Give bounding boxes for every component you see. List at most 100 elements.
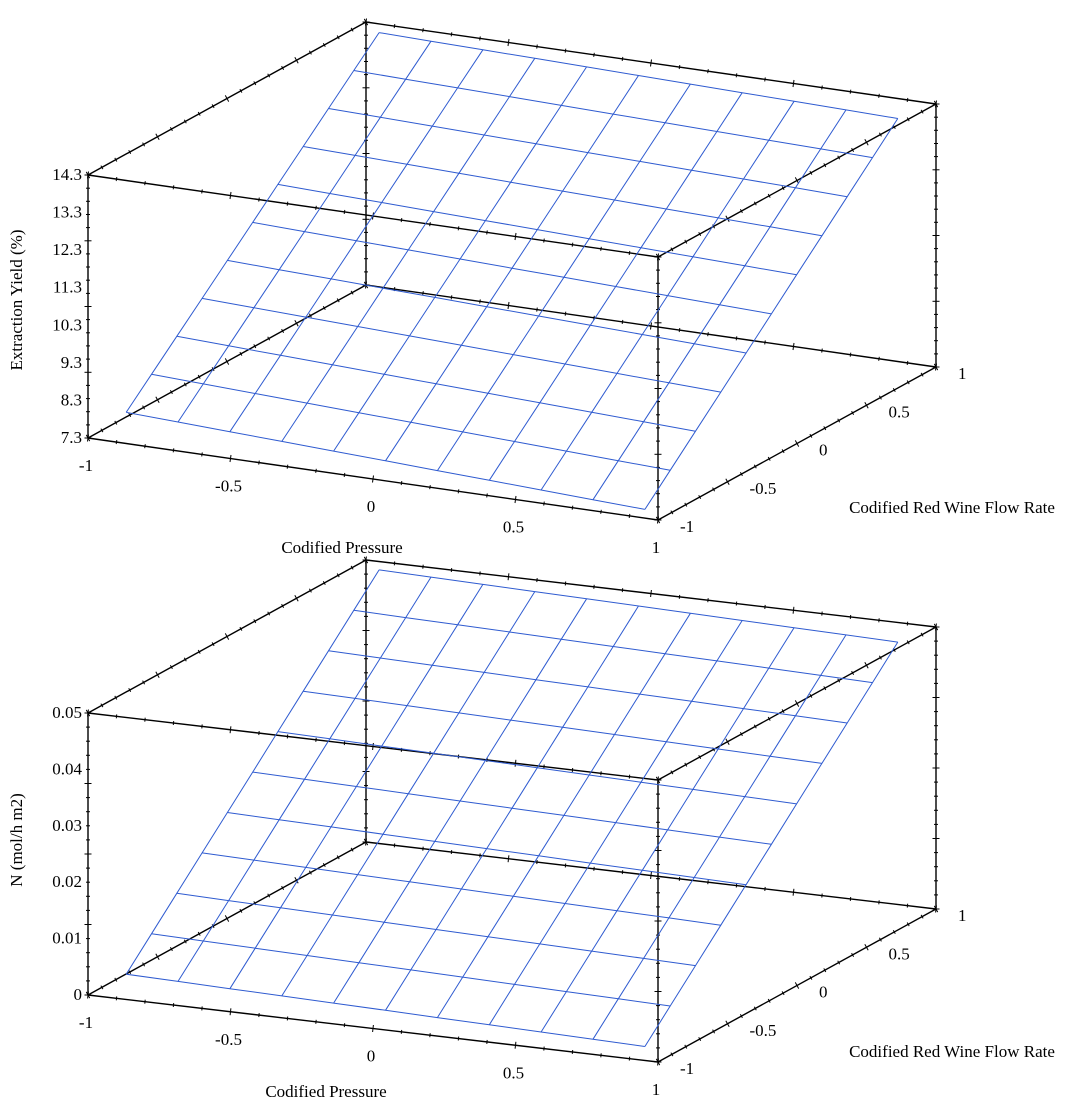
surface-mesh-line [593,110,846,500]
axis-tick [651,323,652,330]
z-tick-label: 8.3 [61,390,82,409]
surface-mesh-line [126,33,379,413]
axis-tick [458,226,459,230]
z-tick-label: 0.05 [52,703,82,722]
z-tick-label: 0.01 [52,929,82,948]
axis-tick [230,726,231,733]
z-axis-label: Extraction Yield (%) [7,230,26,371]
axis-tick [565,49,566,53]
axis-tick [629,251,630,255]
axis-tick [394,24,395,28]
axis-tick [793,80,794,87]
axis-tick [601,510,602,514]
surface-mesh-line [437,84,690,471]
x-tick-label: -0.5 [215,477,242,496]
y-tick-label: 1 [958,364,967,383]
x-tick-label: -1 [79,456,93,475]
axis-tick [373,1025,374,1032]
axis-tick [451,295,452,299]
surface-mesh-line [541,101,794,490]
axis-tick [230,455,231,462]
axis-tick [173,448,174,452]
surface-mesh-line [329,651,848,723]
axis-tick [765,340,766,344]
surface-mesh-line [126,412,645,509]
y-tick-label: -1 [680,1059,694,1078]
axis-tick [344,210,345,214]
axis-tick [173,185,174,189]
axis-tick [651,60,652,67]
axis-tick [537,308,538,312]
axis-tick [508,573,509,580]
z-tick-label: 13.3 [52,203,82,222]
axis-tick [259,198,260,202]
x-tick-label: -0.5 [215,1030,242,1049]
axis-tick [430,222,431,226]
y-axis-label: Codified Red Wine Flow Rate [849,1042,1055,1061]
z-tick-label: 0.03 [52,816,82,835]
axis-tick [287,465,288,469]
axis-tick [316,206,317,210]
axis-tick [145,181,146,185]
axis-tick [202,189,203,193]
axis-tick [508,855,509,862]
axis-tick [622,57,623,61]
axis-tick [508,39,509,46]
axis-tick [508,302,509,309]
z-tick-label: 9.3 [61,353,82,372]
surface-mesh-line [278,184,797,274]
x-tick-label: 0.5 [503,1063,524,1082]
axis-tick [116,177,117,181]
axis-tick [544,239,545,243]
axis-tick [594,53,595,57]
x-tick-label: 0 [367,497,376,516]
y-tick-label: 0 [819,983,828,1002]
axis-tick [879,357,880,361]
z-tick-label: 14.3 [52,165,82,184]
axis-tick [487,230,488,234]
y-tick-label: 1 [958,906,967,925]
x-axis-label: Codified Pressure [281,538,402,557]
x-tick-label: 1 [652,1080,661,1099]
axis-tick [480,299,481,303]
surface-mesh-line [329,109,848,197]
y-axis-label: Codified Red Wine Flow Rate [849,498,1055,517]
axis-tick [401,218,402,222]
z-tick-label: 11.3 [53,278,82,297]
axis-tick [651,590,652,597]
axis-tick [679,328,680,332]
z-axis-label: N (mol/h m2) [7,793,26,887]
surface-mesh-line [379,33,898,119]
axis-tick [622,320,623,324]
x-tick-label: 0.5 [503,518,524,537]
axis-tick [344,473,345,477]
y-tick-label: 0.5 [889,944,910,963]
y-tick-label: -0.5 [750,479,777,498]
axis-tick [572,506,573,510]
axis-tick [822,86,823,90]
surface-mesh-line [354,610,873,682]
axis-tick [765,77,766,81]
y-tick-label: -0.5 [750,1021,777,1040]
flux-surface-plot: N (mol/h m2) Codified Pressure Codified … [7,557,1055,1102]
axis-tick [544,502,545,506]
axis-tick [423,28,424,32]
axis-tick [793,889,794,896]
axis-tick [487,493,488,497]
surface-mesh-line [489,621,742,1025]
surface-mesh-line [379,570,898,642]
axis-tick [515,760,516,767]
y-tick-label: 0.5 [889,402,910,421]
axis-tick [907,361,908,365]
axis-tick [736,73,737,77]
y-tick-label: -1 [680,517,694,536]
x-axis-label: Codified Pressure [265,1082,386,1101]
z-tick-label: 0.04 [52,759,82,778]
axis-tick [515,1042,516,1049]
axis-tick [708,69,709,73]
axis-tick [145,444,146,448]
axis-tick [537,45,538,49]
axis-tick [708,332,709,336]
surface-mesh-line [126,570,379,974]
surface-mesh-line [303,147,822,236]
